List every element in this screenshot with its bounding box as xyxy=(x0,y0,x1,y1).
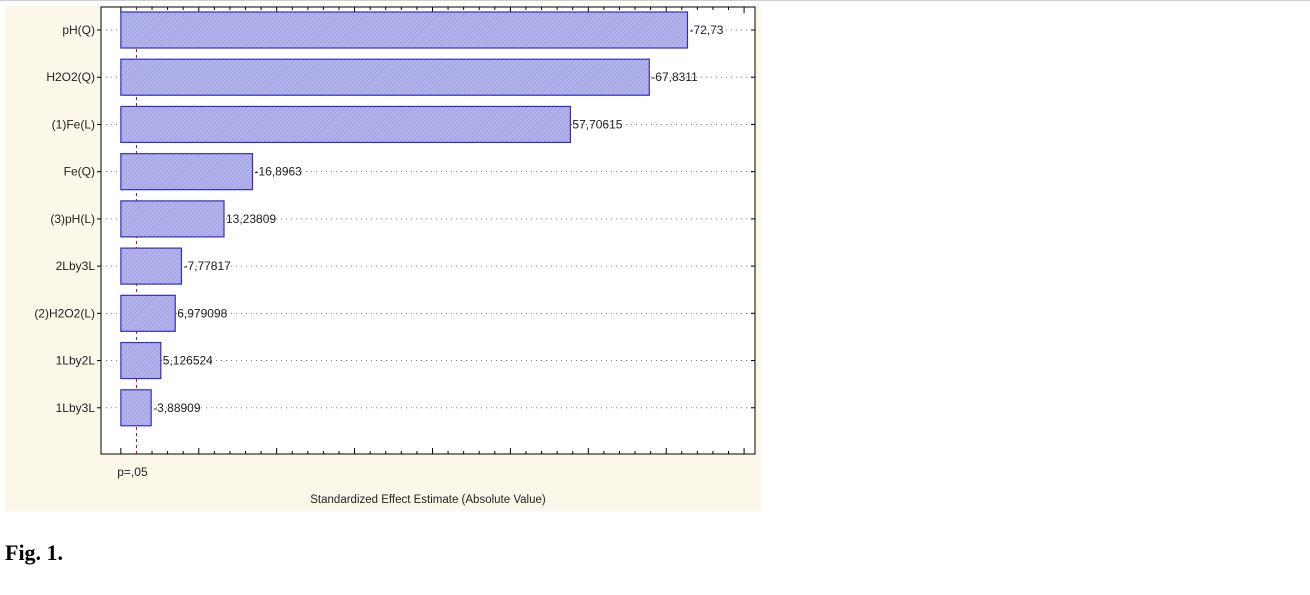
labels-layer: pH(Q) -72,73 H2O2(Q) -67,8311 (1)Fe(L) 57,706… xyxy=(34,23,755,415)
pareto-chart: pH(Q) -72,73 H2O2(Q) -67,8311 (1)Fe(L) 57,706… xyxy=(5,6,761,511)
effect-bar xyxy=(120,247,183,285)
category-label: (2)H2O2(L) xyxy=(34,306,95,320)
figure-caption: Fig. 1. xyxy=(5,540,64,565)
reference-line-label: p=,05 xyxy=(117,465,148,479)
bar-value-label: -16,8963 xyxy=(254,165,302,179)
bar-value-label: -67,8311 xyxy=(651,70,698,84)
effect-bar xyxy=(120,341,162,380)
bar-value-label: 6,979098 xyxy=(177,306,227,320)
bar-value-label: -72,73 xyxy=(689,23,723,37)
effect-bar xyxy=(120,153,254,191)
category-label: 1Lby2L xyxy=(56,354,96,368)
bar-value-label: 57,70615 xyxy=(572,117,622,131)
effect-bar xyxy=(120,58,650,96)
category-label: Fe(Q) xyxy=(64,165,95,179)
category-label: 1Lby3L xyxy=(56,401,96,415)
effect-bar xyxy=(120,11,689,49)
effect-bar xyxy=(120,294,176,332)
effect-bar xyxy=(120,389,152,427)
bar-value-label: 5,126524 xyxy=(163,354,213,368)
bars-layer xyxy=(120,11,689,427)
x-axis-title: Standardized Effect Estimate (Absolute V… xyxy=(310,494,546,506)
category-label: (3)pH(L) xyxy=(50,212,95,226)
effect-bar xyxy=(120,105,572,144)
chart-svg: pH(Q) -72,73 H2O2(Q) -67,8311 (1)Fe(L) 57,706… xyxy=(34,6,756,506)
category-label: H2O2(Q) xyxy=(46,70,95,84)
category-label: 2Lby3L xyxy=(56,259,96,273)
bar-value-label: -7,77817 xyxy=(183,259,231,273)
effect-bar xyxy=(120,200,225,238)
bar-value-label: 13,23809 xyxy=(226,212,276,226)
bar-value-label: -3,88909 xyxy=(153,401,201,415)
category-label: (1)Fe(L) xyxy=(52,117,95,131)
category-label: pH(Q) xyxy=(62,23,95,37)
